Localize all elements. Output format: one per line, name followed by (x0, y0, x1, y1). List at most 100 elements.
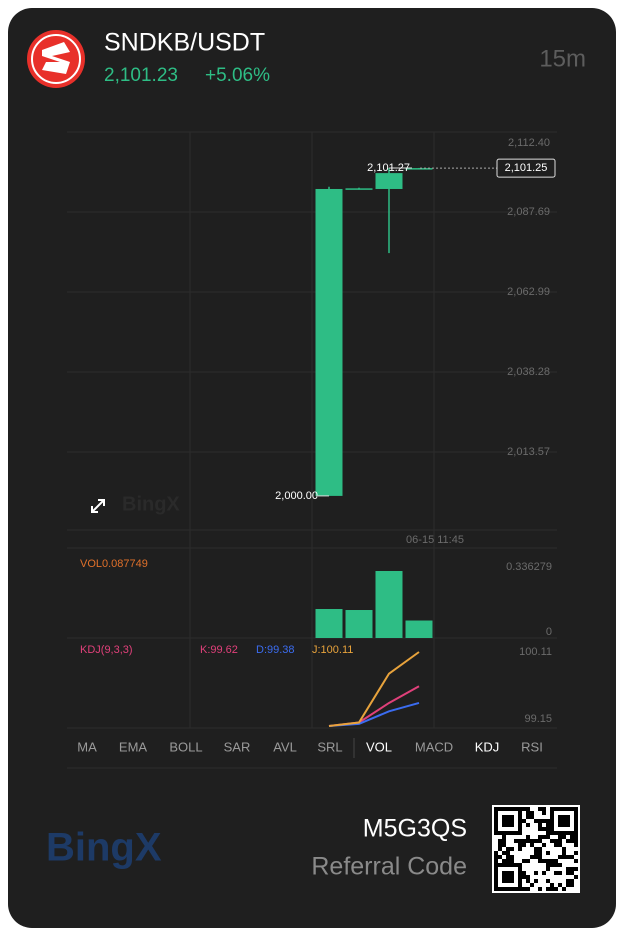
qr-cell (502, 875, 506, 879)
qr-cell (574, 839, 578, 843)
qr-cell (562, 847, 566, 851)
qr-cell (538, 855, 542, 859)
qr-cell (558, 807, 562, 811)
qr-cell (510, 859, 514, 863)
qr-cell (518, 815, 522, 819)
vol-label: VOL0.087749 (80, 558, 148, 570)
indicator-tab[interactable]: RSI (521, 739, 543, 754)
qr-cell (562, 815, 566, 819)
qr-cell (566, 807, 570, 811)
qr-cell (526, 815, 530, 819)
indicator-tab[interactable]: BOLL (169, 739, 202, 754)
qr-cell (562, 831, 566, 835)
indicator-tab[interactable]: SRL (317, 739, 342, 754)
expand-icon[interactable] (91, 499, 105, 513)
qr-cell (546, 823, 550, 827)
qr-cell (494, 875, 498, 879)
qr-cell (518, 811, 522, 815)
footer-logo: BingX (46, 826, 162, 870)
qr-cell (498, 863, 502, 867)
qr-cell (506, 887, 510, 891)
indicator-tab[interactable]: AVL (273, 739, 297, 754)
qr-cell (518, 875, 522, 879)
indicator-tab[interactable]: SAR (224, 739, 251, 754)
qr-cell (534, 839, 538, 843)
qr-cell (494, 863, 498, 867)
qr-cell (518, 831, 522, 835)
qr-cell (494, 855, 498, 859)
qr-cell (546, 851, 550, 855)
qr-cell (538, 827, 542, 831)
y-tick-label: 2,087.69 (507, 206, 550, 218)
qr-cell (526, 859, 530, 863)
qr-cell (494, 887, 498, 891)
qr-cell (494, 807, 498, 811)
qr-cell (574, 851, 578, 855)
qr-cell (522, 807, 526, 811)
qr-cell (538, 859, 542, 863)
qr-cell (554, 807, 558, 811)
qr-cell (534, 851, 538, 855)
last-price-box (496, 158, 556, 178)
qr-cell (554, 839, 558, 843)
qr-cell (526, 887, 530, 891)
qr-cell (550, 807, 554, 811)
qr-cell (522, 843, 526, 847)
indicator-tab[interactable]: EMA (119, 739, 148, 754)
qr-cell (502, 879, 506, 883)
qr-cell (510, 847, 514, 851)
qr-cell (570, 867, 574, 871)
qr-cell (506, 851, 510, 855)
qr-cell (554, 831, 558, 835)
indicator-tab[interactable]: KDJ (475, 739, 500, 754)
y-tick-label: 100.11 (519, 646, 552, 658)
qr-cell (530, 855, 534, 859)
qr-cell (574, 867, 578, 871)
indicator-tab[interactable]: MA (77, 739, 97, 754)
qr-cell (502, 843, 506, 847)
qr-cell (510, 807, 514, 811)
qr-cell (534, 855, 538, 859)
qr-cell (526, 807, 530, 811)
qr-cell (538, 823, 542, 827)
qr-cell (510, 879, 514, 883)
qr-cell (518, 819, 522, 823)
high-label: 2,101.27 (367, 162, 410, 174)
candle-body (375, 173, 403, 189)
qr-cell (570, 835, 574, 839)
legend-k: K:99.62 (200, 644, 238, 656)
qr-cell (506, 815, 510, 819)
qr-cell (546, 863, 550, 867)
qr-cell (574, 835, 578, 839)
indicator-tab[interactable]: MACD (415, 739, 453, 754)
qr-cell (566, 855, 570, 859)
qr-cell (514, 807, 518, 811)
qr-cell (498, 839, 502, 843)
last-price-label: 2,101.25 (505, 162, 548, 174)
indicator-tab[interactable]: VOL (366, 739, 392, 754)
qr-cell (494, 823, 498, 827)
qr-cell (502, 859, 506, 863)
qr-cell (502, 807, 506, 811)
qr-cell (506, 875, 510, 879)
qr-cell (574, 807, 578, 811)
qr-cell (506, 819, 510, 823)
qr-cell (494, 819, 498, 823)
qr-cell (514, 863, 518, 867)
qr-cell (566, 871, 570, 875)
qr-cell (518, 839, 522, 843)
qr-cell (502, 831, 506, 835)
qr-cell (566, 815, 570, 819)
qr-cell (538, 851, 542, 855)
qr-cell (518, 863, 522, 867)
kdj-label: KDJ(9,3,3) (80, 644, 133, 656)
price: 2,101.23 (104, 65, 178, 86)
y-tick-label: 2,013.57 (507, 446, 550, 458)
qr-cell (526, 875, 530, 879)
qr-cell (574, 815, 578, 819)
qr-cell (498, 855, 502, 859)
qr-cell (558, 819, 562, 823)
qr-cell (506, 879, 510, 883)
qr-cell (554, 843, 558, 847)
